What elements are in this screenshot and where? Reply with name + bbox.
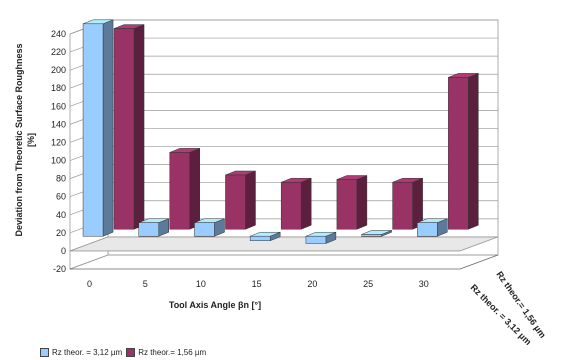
x-tick-label: 15 [252,279,262,289]
y-tick-label: 240 [51,29,66,39]
gridline-side [69,236,109,252]
bar-series-2-30 [448,73,479,230]
x-tick-label: 5 [143,279,148,289]
bar-series-2-20 [336,175,368,230]
y-tick-label: 220 [51,47,66,57]
y-tick-label: 180 [51,83,66,93]
y-tick-label: -20 [53,264,66,274]
bars [82,19,479,244]
bar-series-2-5 [169,148,201,230]
bar-series-1-20 [305,231,337,244]
bar-series-1-5 [138,218,170,237]
y-tick-label: 0 [61,246,66,256]
bar-series-1-30 [417,218,448,237]
gridline-side [69,254,109,270]
y-tick-label: 200 [51,65,66,75]
bar-series-2-15 [280,177,312,230]
bar-series-1-25 [361,230,392,237]
floor [69,236,499,252]
bar-series-1-0 [82,19,114,237]
bar-series-2-10 [225,170,256,230]
x-tick-label: 20 [307,279,317,289]
legend-label-series-1: Rz theor. = 3,12 µm [52,347,123,357]
y-axis-label-line1: Deviation from Theoretic Surface Roughne… [14,43,24,236]
x-tick-label: 0 [87,279,92,289]
bar-series-1-10 [194,218,225,237]
depth-axis-line [459,254,499,270]
bar-series-1-15 [249,231,281,242]
legend-swatch-series-2 [126,347,136,357]
x-tick-label: 25 [363,279,373,289]
bar-series-2-0 [113,24,145,230]
legend: Rz theor. = 3,12 µm Rz theor.= 1,56 µm [40,346,206,358]
x-axis-label: Tool Axis Angle βn [°] [169,300,261,310]
y-tick-label: 120 [51,137,66,147]
x-tick-label: 30 [419,279,429,289]
y-tick-label: 20 [56,228,66,238]
y-tick-label: 80 [56,174,66,184]
y-axis-label-line2: [%] [26,133,36,147]
legend-swatch-series-1 [40,347,49,357]
y-tick-label: 160 [51,101,66,111]
y-tick-label: 60 [56,192,66,202]
y-tick-label: 140 [51,119,66,129]
x-tick-label: 10 [196,279,206,289]
y-tick-label: 40 [56,210,66,220]
legend-label-series-2: Rz theor.= 1,56 µm [138,347,207,357]
y-tick-label: 100 [51,156,66,166]
bar-series-2-25 [392,177,423,230]
